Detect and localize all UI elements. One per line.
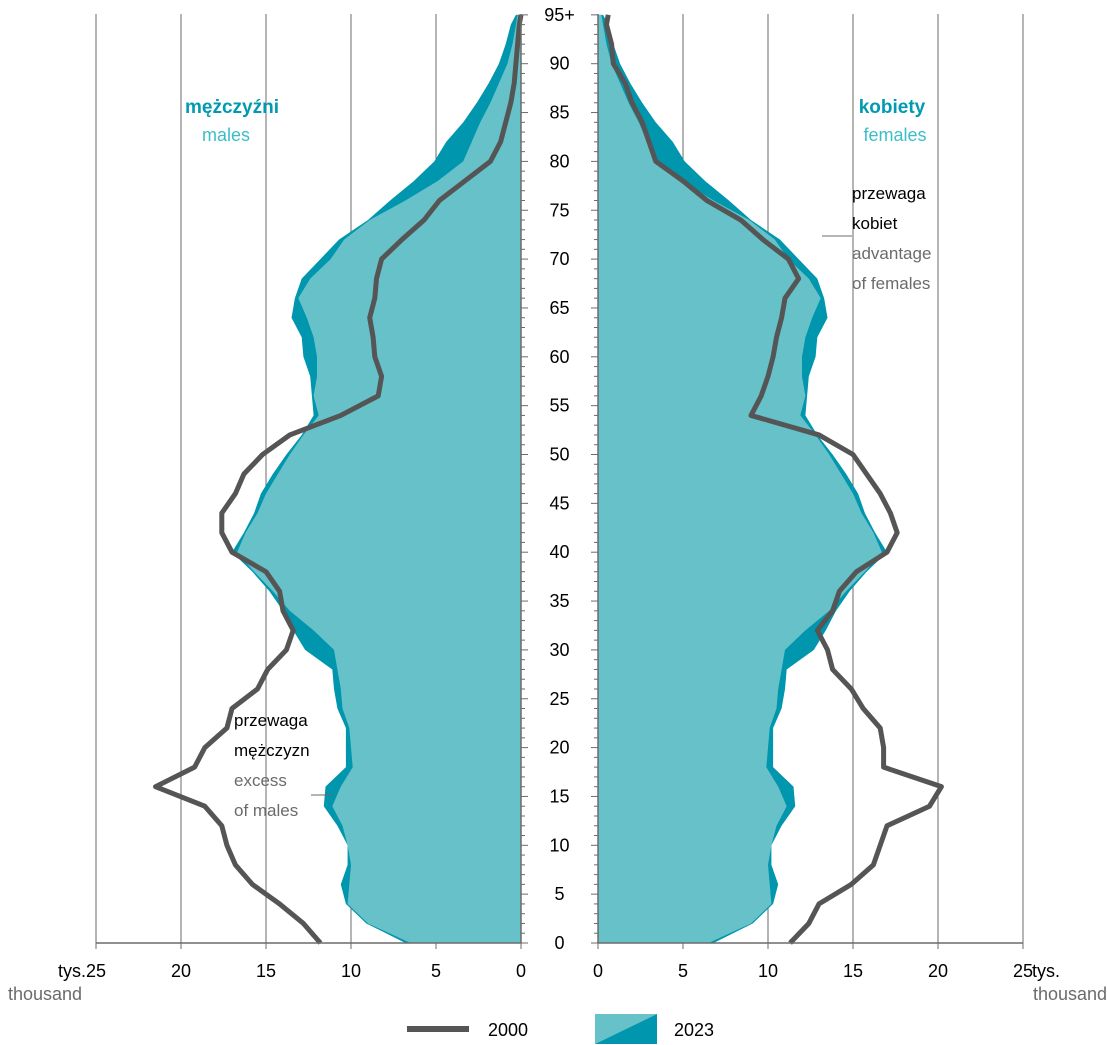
age-tick-label: 80: [549, 151, 569, 171]
age-tick-label: 40: [549, 542, 569, 562]
legend: 2000 2023: [407, 1014, 714, 1044]
legend-label-2000: 2000: [488, 1020, 528, 1040]
area-2023-males: [237, 14, 521, 944]
title-males-pl: mężczyźni: [185, 97, 279, 118]
title-males-en: males: [202, 125, 250, 145]
x-tick-label-right: 5: [678, 961, 688, 981]
x-tick-label-left: 10: [341, 961, 361, 981]
x-tick-label-left: 0: [516, 961, 526, 981]
x-tick-label-right: 10: [758, 961, 778, 981]
age-tick-label: 50: [549, 445, 569, 465]
age-tick-label: 70: [549, 249, 569, 269]
annotation-females-line1: przewaga: [852, 184, 926, 203]
annotation-females-line4: of females: [852, 274, 930, 293]
age-tick-label: 30: [549, 640, 569, 660]
x-tick-label-left: 15: [256, 961, 276, 981]
annotation-advantage-females: przewaga kobiet advantage of females: [822, 184, 931, 293]
age-tick-label: 20: [549, 738, 569, 758]
legend-swatch-2023-dark: [595, 1014, 657, 1044]
age-tick-label: 25: [549, 689, 569, 709]
line-2000-males: [153, 14, 524, 945]
age-tick-label: 55: [549, 396, 569, 416]
x-tick-label-right: 0: [593, 961, 603, 981]
title-females-en: females: [863, 125, 926, 145]
age-tick-label: 45: [549, 493, 569, 513]
x-unit-left-en: thousand: [8, 984, 82, 1004]
age-tick-label: 35: [549, 591, 569, 611]
axes: [95, 14, 1024, 949]
x-tick-label-left: 25: [86, 961, 106, 981]
line-2000-females: [604, 14, 944, 945]
annotation-males-line3: excess: [234, 771, 287, 790]
age-tick-label: 85: [549, 103, 569, 123]
annotation-females-line2: kobiet: [852, 214, 898, 233]
title-females-pl: kobiety: [859, 97, 926, 118]
x-tick-label-right: 15: [843, 961, 863, 981]
age-tick-label: 10: [549, 835, 569, 855]
age-tick-label: 75: [549, 200, 569, 220]
annotation-males-line4: of males: [234, 801, 298, 820]
age-tick-label: 0: [554, 933, 564, 953]
age-tick-label: 65: [549, 298, 569, 318]
annotation-males-line1: przewaga: [234, 711, 308, 730]
x-tick-label-left: 20: [171, 961, 191, 981]
area-2023: [232, 14, 887, 944]
age-tick-label: 90: [549, 54, 569, 74]
legend-label-2023: 2023: [674, 1020, 714, 1040]
age-tick-label: 5: [554, 884, 564, 904]
x-tick-label-right: 25: [1013, 961, 1033, 981]
line-2000: [153, 14, 944, 945]
area-2023-females: [598, 14, 882, 944]
x-unit-left-pl: tys.: [58, 961, 86, 981]
x-unit-right-en: thousand: [1033, 984, 1107, 1004]
x-tick-label-left: 5: [431, 961, 441, 981]
annotation-excess-males: przewaga mężczyzn excess of males: [234, 711, 334, 820]
x-tick-label-right: 20: [928, 961, 948, 981]
age-axis: 0 5 10 15 20 25 30 35 40 45 50 55 60 65 70 75 80 85 90 95+: [544, 5, 575, 953]
age-tick-label: 60: [549, 347, 569, 367]
age-tick-label: 95+: [544, 5, 575, 25]
annotation-males-line2: mężczyzn: [234, 741, 310, 760]
annotation-females-line3: advantage: [852, 244, 931, 263]
age-tick-label: 15: [549, 786, 569, 806]
x-axis-ticks: 25 20 15 10 5 0 0 5 10 15 20 25: [86, 961, 1033, 981]
x-unit-right-pl: tys.: [1032, 961, 1060, 981]
